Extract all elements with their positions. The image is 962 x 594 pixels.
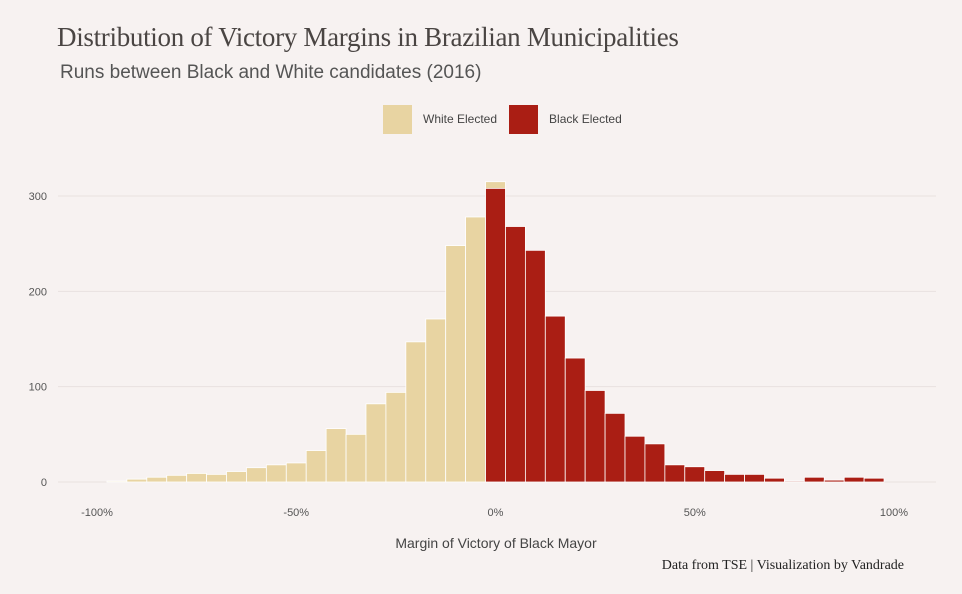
legend-swatch-white-elected	[383, 104, 412, 134]
bar-white-elected	[345, 433, 367, 483]
y-axis-ticks: 0 100 200 300	[29, 191, 47, 489]
bar-black-elected	[505, 226, 526, 483]
legend-label-white-elected: White Elected	[423, 112, 498, 126]
bar-white-elected	[365, 403, 387, 483]
bar-black-elected	[485, 187, 506, 483]
bar-white-elected	[106, 480, 128, 483]
bar-white-elected	[405, 341, 427, 483]
bar-black-elected	[664, 464, 686, 483]
bar-black-elected	[584, 390, 606, 483]
bar-black-elected	[524, 249, 546, 483]
bar-black-elected	[624, 435, 646, 483]
bar-black-elected	[604, 412, 626, 483]
x-tick-label: -50%	[283, 507, 309, 519]
bar-white-elected	[166, 474, 188, 483]
bar-white-elected	[206, 473, 227, 483]
bar-white-elected	[265, 464, 287, 483]
x-tick-label: 0%	[488, 507, 504, 519]
legend: White Elected Black Elected	[383, 104, 634, 134]
bar-white-elected	[385, 391, 407, 483]
bar-black-elected	[544, 315, 566, 483]
x-axis-ticks: -100% -50% 0% 50% 100%	[81, 507, 908, 519]
bar-black-elected	[744, 473, 765, 483]
bar-black-elected	[863, 477, 885, 483]
y-tick-label: 300	[29, 191, 47, 203]
bar-white-elected	[186, 473, 207, 483]
chart-subtitle: Runs between Black and White candidates …	[60, 62, 482, 83]
x-tick-label: -100%	[81, 507, 113, 519]
bar-black-elected	[764, 477, 785, 483]
bar-white-elected	[126, 478, 148, 483]
x-tick-label: 50%	[684, 507, 706, 519]
bar-black-elected	[724, 473, 745, 483]
bar-white-elected	[465, 216, 486, 483]
bar-white-elected	[226, 471, 247, 483]
bar-white-elected	[425, 318, 447, 483]
bar-black-elected	[823, 479, 845, 483]
bar-white-elected	[285, 462, 307, 483]
bar-white-elected	[146, 476, 168, 483]
bar-white-elected	[325, 428, 347, 483]
chart-title: Distribution of Victory Margins in Brazi…	[57, 22, 679, 52]
y-tick-label: 100	[29, 382, 47, 394]
x-tick-label: 100%	[880, 507, 908, 519]
chart-caption: Data from TSE | Visualization by Vandrad…	[661, 558, 904, 573]
x-axis-title: Margin of Victory of Black Mayor	[395, 535, 597, 551]
bar-black-elected	[704, 470, 726, 483]
y-tick-label: 200	[29, 286, 47, 298]
bar-black-elected	[644, 443, 666, 483]
bar-black-elected	[684, 466, 706, 483]
bar-white-elected	[246, 467, 267, 483]
y-tick-label: 0	[41, 477, 47, 489]
legend-label-black-elected: Black Elected	[549, 112, 622, 126]
legend-swatch-black-elected	[509, 104, 539, 134]
bar-black-elected	[564, 357, 586, 483]
legend-item-black-elected: Black Elected	[509, 104, 622, 134]
bar-black-elected	[843, 476, 865, 483]
bar-white-elected	[445, 245, 467, 483]
bar-black-elected	[803, 476, 825, 483]
bar-black-elected	[784, 480, 805, 483]
histogram-bars	[106, 181, 885, 483]
bar-white-elected	[305, 450, 327, 483]
legend-item-white-elected: White Elected	[383, 104, 498, 134]
